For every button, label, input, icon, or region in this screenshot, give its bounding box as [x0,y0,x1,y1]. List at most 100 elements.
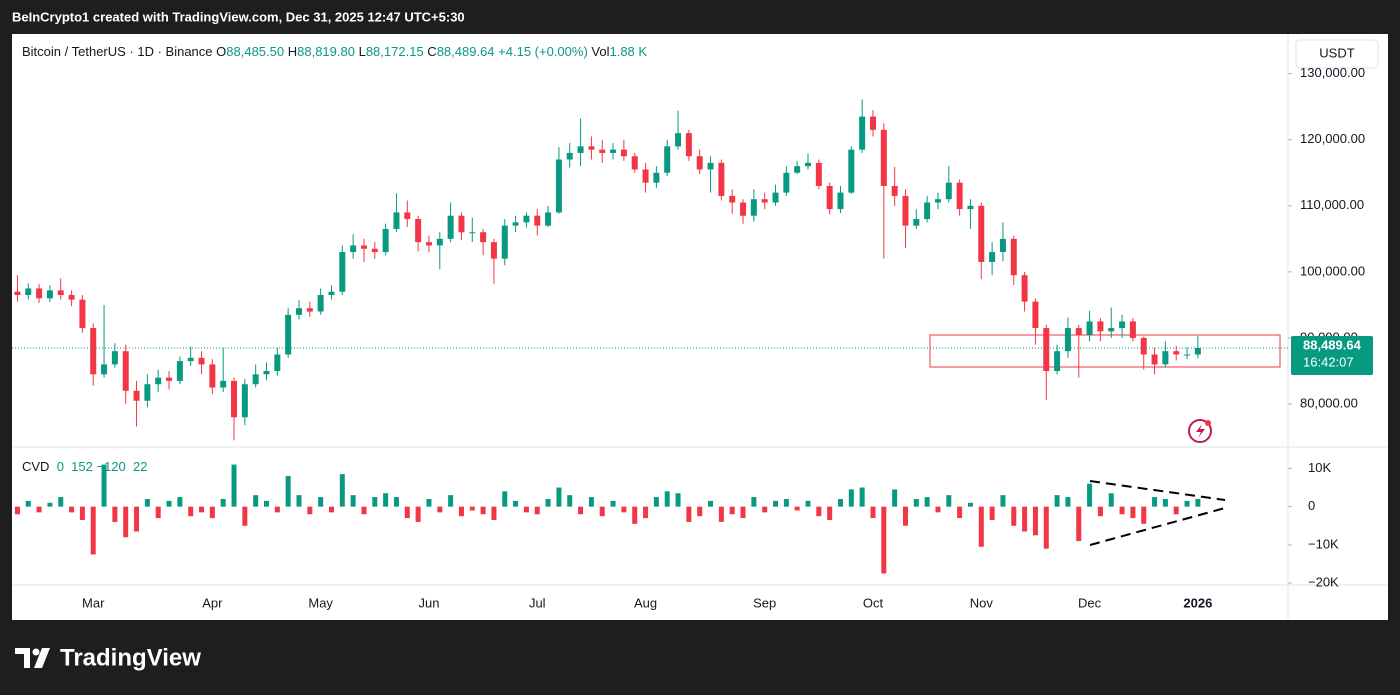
cvd-bar [209,506,215,519]
candle-body [393,212,400,229]
candle-body [1054,351,1061,372]
cvd-bar [978,506,984,547]
cvd-bar [144,498,150,507]
cvd-bar [155,506,161,519]
candle-body [924,202,931,220]
volume-value: 1.88 K [609,44,648,59]
candle-body [610,149,617,153]
caption: BeInCrypto1 created with TradingView.com… [12,9,465,24]
cvd-bar [805,500,811,507]
chart-area [12,34,1388,620]
candle-body [620,149,627,157]
candle-body [534,215,541,226]
brand: TradingView [60,644,201,671]
alert-icon [1188,419,1212,443]
cvd-bar [393,497,399,507]
cvd-legend: CVD 0 152 −120 22 [22,459,147,474]
cvd-bar [14,506,20,515]
y-tick-label: 10K [1308,460,1331,475]
cvd-bar [166,500,172,507]
cvd-bar [816,506,822,517]
candle-body [166,377,173,381]
candle-body [729,195,736,203]
cvd-bar [1065,497,1071,507]
cvd-bar [448,495,454,507]
cvd-bar [1141,506,1147,524]
candle-body [111,351,118,365]
candle-body [155,377,162,385]
cvd-bar [1076,506,1082,542]
price-legend: Bitcoin / TetherUS · 1D · Binance O88,48… [22,44,647,59]
y-tick-label: 120,000.00 [1300,131,1365,146]
ohlc: L88,172.15 [359,44,424,59]
candle-body [555,159,562,213]
cvd-bar [935,506,941,513]
candle-body [1184,354,1191,356]
candle-body [859,116,866,150]
candle-body [837,192,844,210]
candle-body [631,156,638,170]
x-tick-label: Oct [863,595,884,610]
candle-body [176,361,183,381]
last-price-tag [1291,335,1373,375]
cvd-bar [383,493,389,507]
cvd-bar [1162,498,1168,507]
cvd-bar [112,506,118,522]
cvd-bar [36,506,42,513]
candle-body [664,146,671,173]
cvd-bar [361,506,367,515]
candle-body [566,152,573,160]
candle-body [252,374,259,385]
candle-body [122,351,129,391]
cvd-bar [339,474,345,507]
cvd-bar [1119,506,1125,515]
cvd-bar [827,506,833,521]
x-tick-label: Apr [202,595,223,610]
candle-body [718,162,725,196]
cvd-bar [643,506,649,519]
candle-body [945,182,952,200]
candle-body [599,149,606,153]
candle-body [295,308,302,315]
currency-label: USDT [1319,45,1354,60]
candle-body [501,225,508,259]
ohlc-value: 88,172.15 [365,44,424,59]
cvd-bar [534,506,540,515]
candle-body [1151,354,1158,365]
candle-body [740,202,747,216]
cvd-bar [632,506,638,524]
candle-body [891,185,898,196]
cvd-bar [242,506,248,526]
candle-body [241,384,248,418]
currency-button[interactable] [1295,39,1379,69]
candle-body [382,228,389,253]
candle-body [1194,347,1201,355]
candle-body [144,384,151,401]
cvd-bar [1108,493,1114,507]
candle-body [577,146,584,153]
candle-body [902,195,909,226]
candle-body [25,288,32,296]
cvd-bar [1097,506,1103,517]
cvd-bar [253,495,259,507]
cvd-bar [1130,506,1136,519]
ohlc-key: C [427,44,437,59]
ohlc-key: H [287,44,298,59]
candle-body [371,248,378,253]
candle-body [187,357,194,362]
candle-body [415,219,422,243]
candle-body [956,182,963,210]
candle-body [469,232,476,234]
ohlc-value: 88,819.80 [297,44,355,59]
cvd-bar [621,506,627,513]
candle-body [999,238,1006,253]
candle-body [263,371,270,375]
cvd-bar [1173,506,1179,515]
candle-body [220,380,227,388]
cvd-bar [664,491,670,507]
y-tick-label: 0 [1308,498,1315,513]
candle-body [1097,321,1104,332]
cvd-readout: 0 [56,459,64,474]
cvd-bar [318,497,324,507]
